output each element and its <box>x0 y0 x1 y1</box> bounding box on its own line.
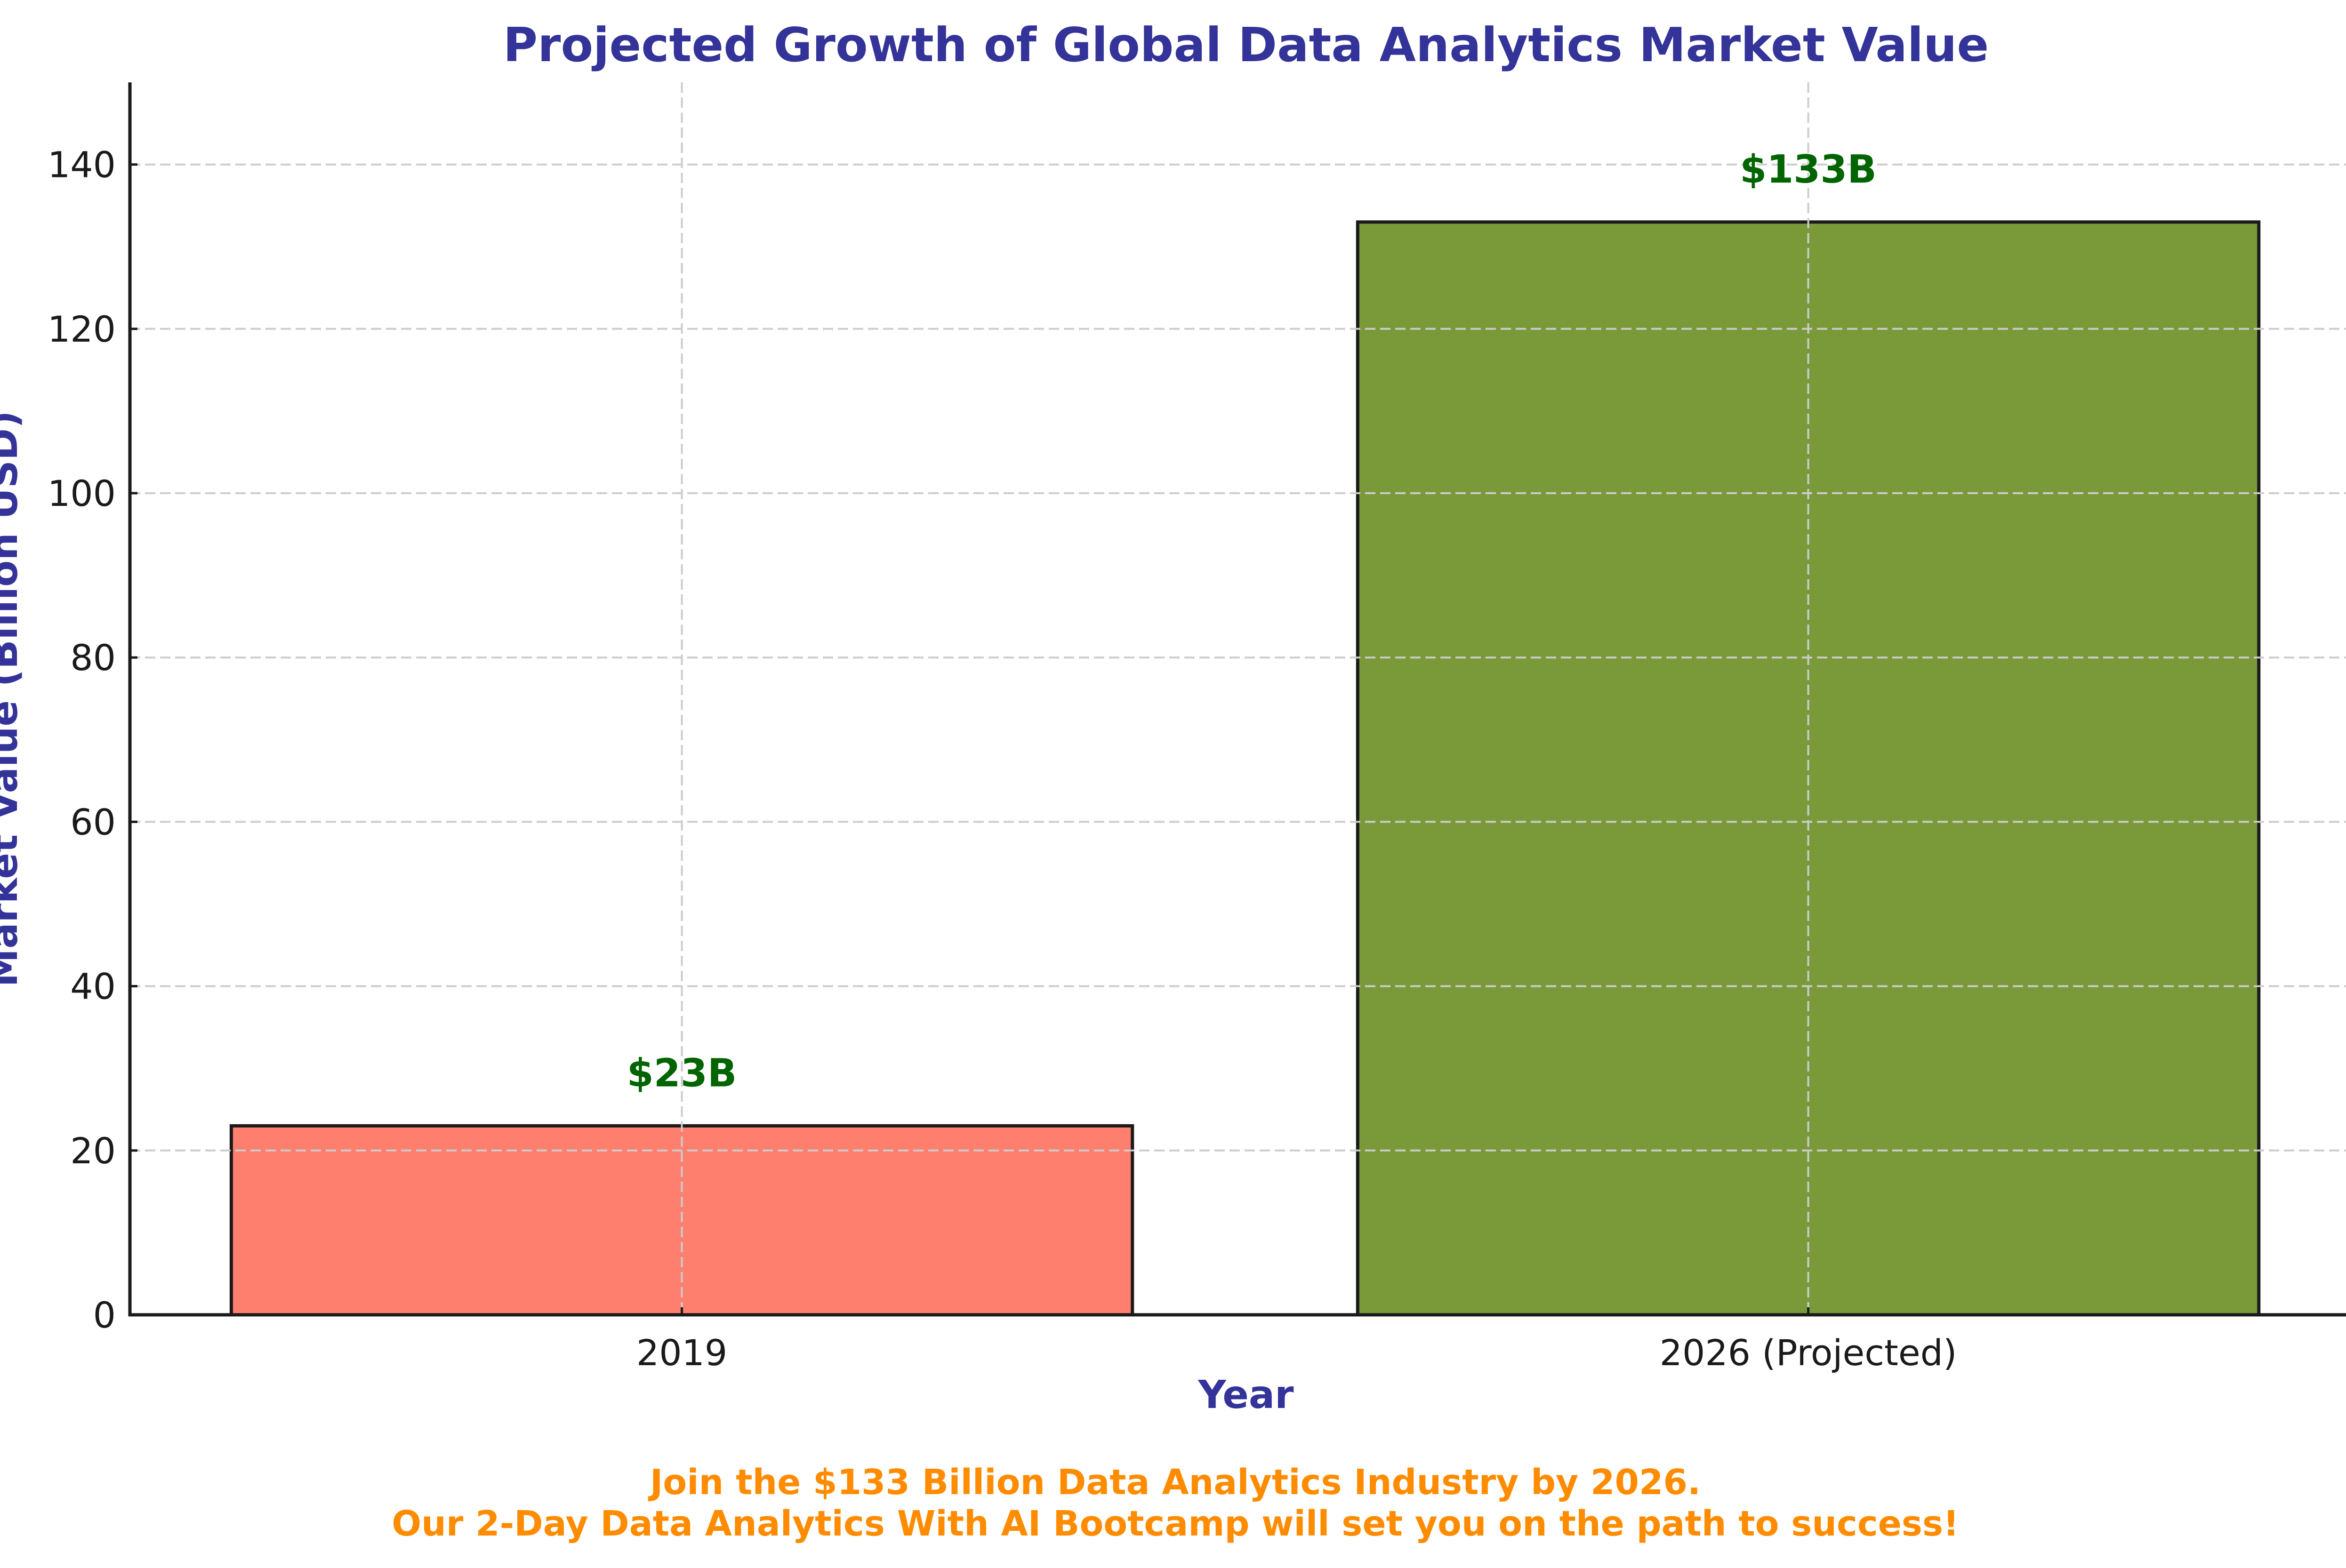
y-tick-label: 100 <box>48 472 116 514</box>
ticks-layer: 0 20 40 60 80 100 120 140 2019 2026 (Projected) <box>48 144 1957 1374</box>
y-tick-label: 140 <box>48 144 116 186</box>
promo-footer-line-1: Join the $133 Billion Data Analytics Ind… <box>648 1462 1701 1503</box>
grid-layer <box>130 82 2346 1315</box>
x-axis-title: Year <box>1197 1373 1294 1417</box>
y-tick-label: 120 <box>48 308 116 350</box>
data-labels-layer: $23B $133B <box>627 147 1877 1096</box>
y-axis-title: Market Value (Billion USD) <box>0 411 26 987</box>
y-tick-label: 60 <box>70 801 116 843</box>
y-tick-label: 40 <box>70 966 116 1008</box>
y-tick-label: 20 <box>70 1130 116 1172</box>
chart-title: Projected Growth of Global Data Analytic… <box>503 17 1989 72</box>
y-tick-label: 80 <box>70 637 116 679</box>
x-tick-label: 2026 (Projected) <box>1660 1332 1957 1374</box>
bar-value-label: $23B <box>627 1051 737 1096</box>
axes-layer <box>128 82 2346 1317</box>
promo-footer-line-2: Our 2-Day Data Analytics With AI Bootcam… <box>392 1504 1959 1544</box>
x-tick-label: 2019 <box>636 1332 727 1374</box>
y-tick-label: 0 <box>93 1294 116 1336</box>
bar-value-label: $133B <box>1740 147 1877 192</box>
